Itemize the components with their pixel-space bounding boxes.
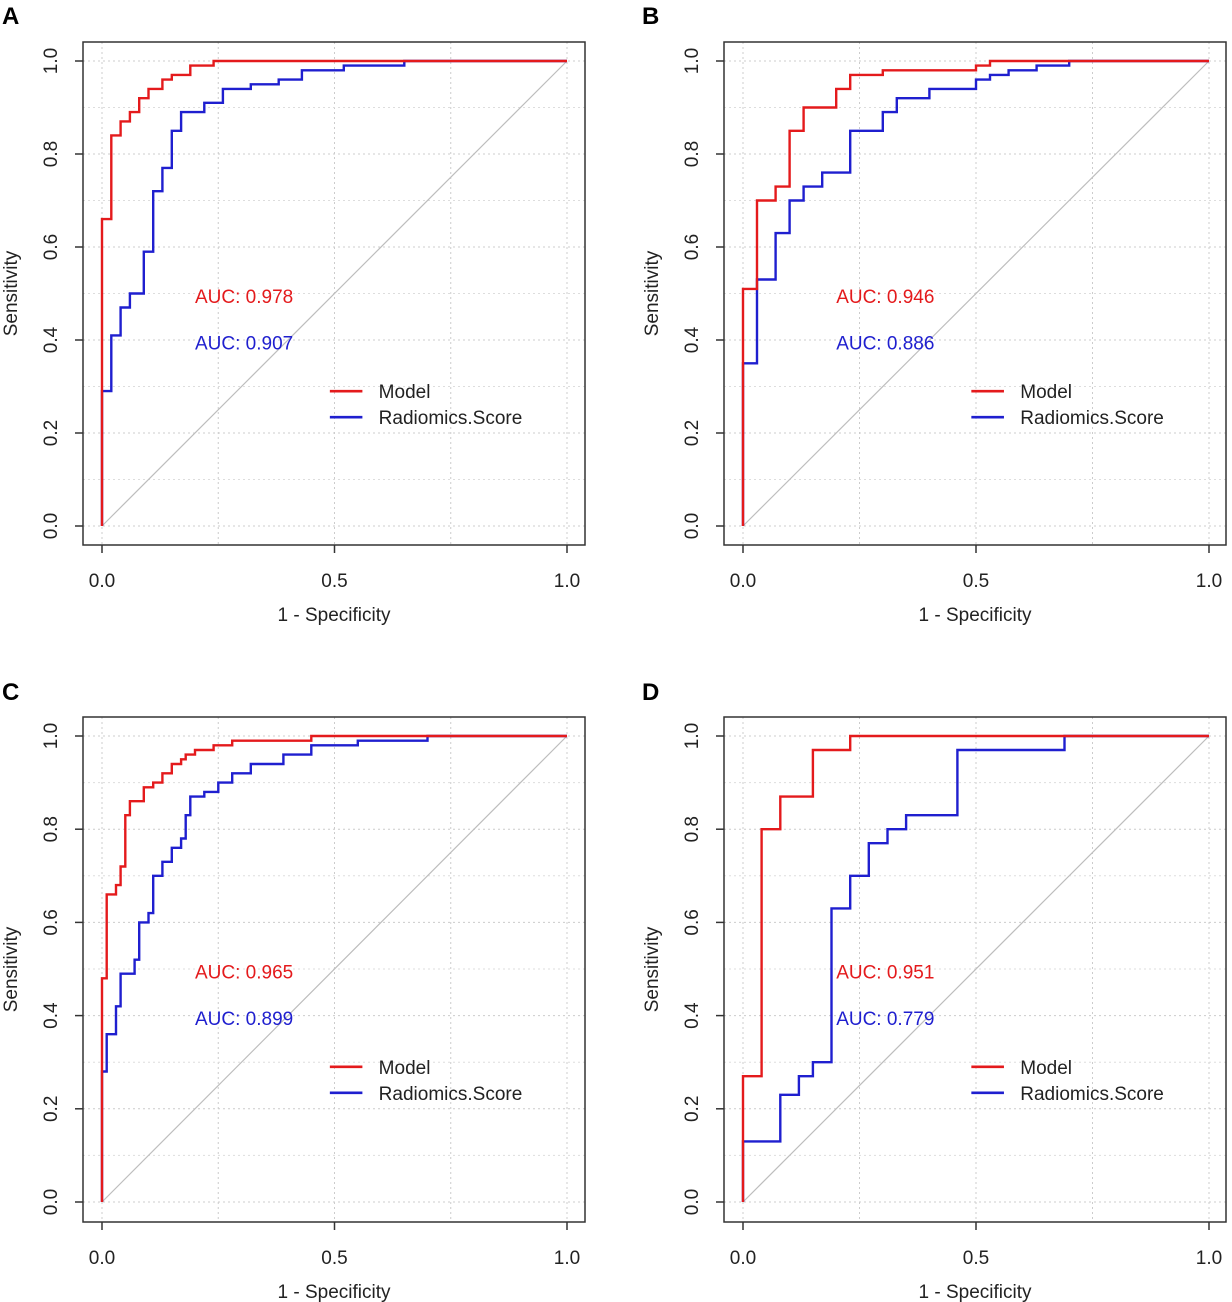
y-tick-label: 1.0 xyxy=(41,48,62,74)
y-tick-label: 0.0 xyxy=(41,513,62,539)
y-tick-label: 0.8 xyxy=(41,816,62,842)
auc-label: AUC: 0.965 xyxy=(195,962,293,983)
x-tick-label: 0.0 xyxy=(89,1248,115,1269)
y-tick-label: 0.0 xyxy=(41,1189,62,1215)
plot-frame xyxy=(723,716,1227,1223)
y-tick-label: 0.6 xyxy=(682,909,703,935)
roc-panel-a: A 0.0 0.5 1.0 0.0 0.2 0.4 0.6 0.8 1.0 1 - Specific… xyxy=(1,3,586,626)
roc-curve-model xyxy=(741,734,1209,1202)
legend-label: Model xyxy=(379,382,431,403)
legend-label: Radiomics.Score xyxy=(1020,408,1164,429)
roc-panel-d: D 0.0 0.5 1.0 0.0 0.2 0.4 0.6 0.8 1.0 1 - Specific… xyxy=(642,679,1227,1302)
legend: Model Radiomics.Score xyxy=(329,382,523,429)
x-tick-label: 0.5 xyxy=(963,571,989,592)
y-tick-label: 0.2 xyxy=(41,420,62,446)
reference-diagonal xyxy=(742,60,1210,527)
y-tick-label: 0.4 xyxy=(41,1002,62,1029)
x-tick-label: 0.5 xyxy=(321,1248,347,1269)
y-tick-label: 0.4 xyxy=(682,326,703,353)
reference-diagonal xyxy=(742,735,1210,1203)
x-tick-label: 1.0 xyxy=(1196,571,1222,592)
roc-panel-c: C 0.0 0.5 1.0 0.0 0.2 0.4 0.6 0.8 1.0 1 - Specific… xyxy=(1,679,586,1302)
auc-label: AUC: 0.946 xyxy=(836,287,934,308)
auc-label: AUC: 0.978 xyxy=(195,287,293,308)
y-axis-title: Sensitivity xyxy=(1,250,22,336)
y-tick-label: 0.6 xyxy=(41,909,62,935)
roc-curve-model xyxy=(741,59,1209,526)
y-axis-title: Sensitivity xyxy=(642,926,663,1012)
y-tick-label: 0.2 xyxy=(682,1096,703,1122)
legend-label: Model xyxy=(1020,382,1072,403)
y-tick-label: 0.4 xyxy=(41,326,62,353)
x-axis-title: 1 - Specificity xyxy=(278,605,391,626)
y-tick-label: 0.8 xyxy=(682,816,703,842)
x-tick-label: 0.0 xyxy=(730,1248,756,1269)
y-tick-label: 1.0 xyxy=(682,48,703,74)
roc-panel-b: B 0.0 0.5 1.0 0.0 0.2 0.4 0.6 0.8 1.0 1 - Specific… xyxy=(642,3,1227,626)
legend-label: Radiomics.Score xyxy=(379,408,523,429)
y-tick-label: 0.8 xyxy=(41,141,62,167)
x-tick-label: 1.0 xyxy=(1196,1248,1222,1269)
x-tick-label: 0.0 xyxy=(730,571,756,592)
roc-curve-radiomics-score xyxy=(741,59,1209,526)
legend-label: Radiomics.Score xyxy=(379,1084,523,1105)
y-tick-label: 0.0 xyxy=(682,513,703,539)
legend-label: Model xyxy=(379,1058,431,1079)
legend: Model Radiomics.Score xyxy=(329,1058,523,1105)
y-tick-label: 0.6 xyxy=(41,234,62,260)
auc-label: AUC: 0.899 xyxy=(195,1009,293,1030)
reference-diagonal xyxy=(101,735,568,1203)
plot-frame xyxy=(723,41,1227,546)
roc-curve-model xyxy=(100,59,567,526)
x-axis-title: 1 - Specificity xyxy=(919,1282,1032,1302)
panel-letter: B xyxy=(642,3,659,30)
roc-curve-model xyxy=(100,734,567,1202)
x-axis-title: 1 - Specificity xyxy=(919,605,1032,626)
legend: Model Radiomics.Score xyxy=(971,1058,1164,1105)
y-tick-label: 0.2 xyxy=(41,1096,62,1122)
panel-letter: D xyxy=(642,679,659,706)
x-axis-title: 1 - Specificity xyxy=(278,1282,391,1302)
reference-diagonal xyxy=(101,60,568,527)
x-tick-label: 0.0 xyxy=(89,571,115,592)
legend-label: Model xyxy=(1020,1058,1072,1079)
y-tick-label: 0.2 xyxy=(682,420,703,446)
x-tick-label: 1.0 xyxy=(554,1248,580,1269)
x-tick-label: 0.5 xyxy=(321,571,347,592)
y-tick-label: 1.0 xyxy=(682,723,703,749)
panel-letter: A xyxy=(2,3,19,30)
x-tick-label: 0.5 xyxy=(963,1248,989,1269)
y-tick-label: 0.6 xyxy=(682,234,703,260)
x-tick-label: 1.0 xyxy=(554,571,580,592)
legend: Model Radiomics.Score xyxy=(971,382,1164,429)
y-tick-label: 0.4 xyxy=(682,1002,703,1029)
y-tick-label: 0.8 xyxy=(682,141,703,167)
legend-label: Radiomics.Score xyxy=(1020,1084,1164,1105)
auc-label: AUC: 0.886 xyxy=(836,333,934,354)
y-tick-label: 1.0 xyxy=(41,723,62,749)
panel-letter: C xyxy=(2,679,19,706)
auc-label: AUC: 0.779 xyxy=(836,1009,934,1030)
roc-curve-radiomics-score xyxy=(741,734,1209,1202)
auc-label: AUC: 0.907 xyxy=(195,333,293,354)
y-tick-label: 0.0 xyxy=(682,1189,703,1215)
y-axis-title: Sensitivity xyxy=(1,926,22,1012)
roc-curve-radiomics-score xyxy=(100,734,567,1202)
auc-label: AUC: 0.951 xyxy=(836,962,934,983)
y-axis-title: Sensitivity xyxy=(642,250,663,336)
roc-curve-radiomics-score xyxy=(100,59,567,526)
